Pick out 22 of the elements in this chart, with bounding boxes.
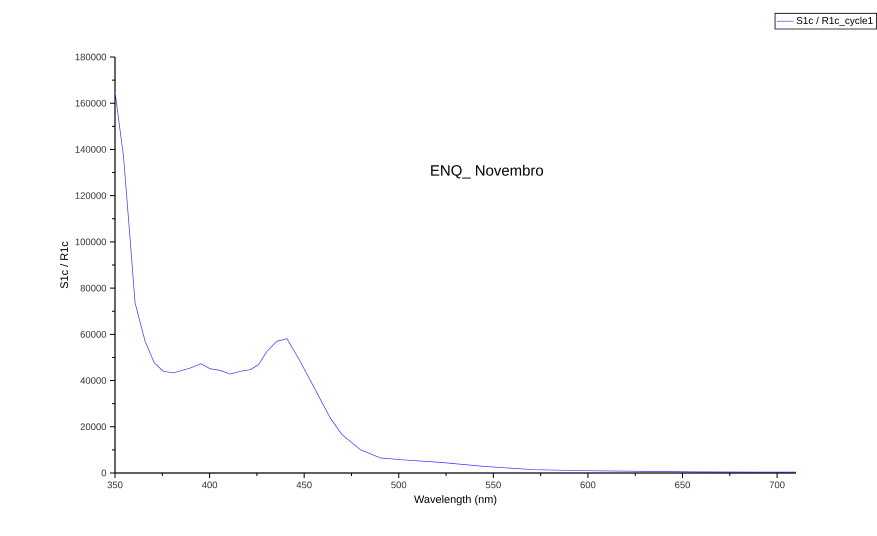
y-tick-label: 60000 [80,330,106,338]
y-tick-label: 140000 [76,146,106,153]
y-tick-label: 100000 [76,238,106,246]
y-tick-label: 0 [102,470,106,476]
y-tick-label: 160000 [76,100,106,107]
x-axis-title: Wavelength (nm) [414,495,496,506]
legend-label: S1c / R1c_cycle1 [796,16,873,26]
x-tick-label: 450 [296,482,312,488]
y-tick-label: 80000 [80,284,106,292]
x-tick-label: 500 [391,482,406,488]
text: ENQ_ Novembro [431,164,544,179]
x-tick-label: 700 [770,482,785,488]
y-tick-label: 180000 [76,54,106,60]
x-tick-label: 550 [486,482,501,488]
y-axis-title: S1c / R1c [60,242,68,288]
x-tick-label: 400 [202,482,218,488]
x-tick-label: 350 [107,482,123,488]
y-tick-label: 120000 [76,192,106,200]
x-tick-label: 650 [675,482,690,488]
x-tick-label: 600 [580,482,596,488]
y-tick-label: 20000 [80,423,106,430]
y-tick-label: 40000 [80,377,106,384]
